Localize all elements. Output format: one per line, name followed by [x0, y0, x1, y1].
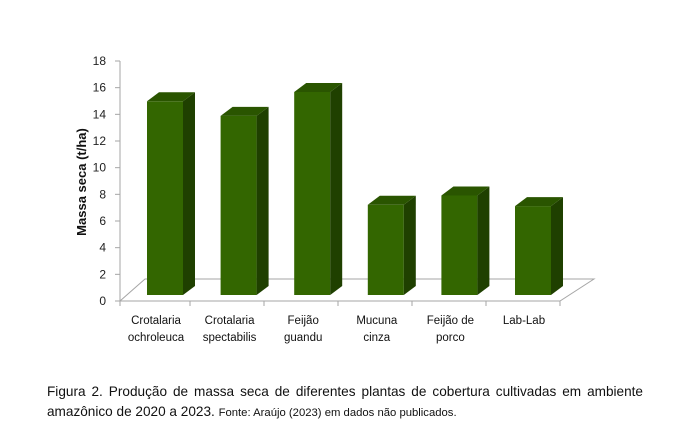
x-category-label-line: Feijão de [427, 315, 474, 327]
x-category-label-line: ochroleuca [128, 332, 185, 344]
y-axis-label: Massa seca (t/ha) [74, 128, 89, 236]
bar-top [294, 83, 343, 92]
x-category-label: Crotalaria ochroleuca [128, 315, 185, 344]
category-labels: Crotalaria ochroleuca Crotalaria spectabili… [128, 315, 545, 344]
bar-6 [515, 197, 563, 295]
y-tick-label: 12 [93, 134, 107, 148]
bar-side [183, 92, 195, 295]
y-tick-label: 10 [93, 161, 107, 175]
bar-side [330, 83, 343, 295]
x-category-label: Crotalaria spectabilis [203, 315, 257, 344]
bar-top [220, 106, 269, 116]
x-category-label: Feijão de porco [427, 315, 474, 344]
y-tick-label: 16 [93, 81, 107, 95]
y-tick-label: 18 [93, 54, 107, 68]
y-tick-label: 0 [99, 294, 106, 308]
bar-3 [294, 83, 343, 295]
x-category-label-line: cinza [363, 332, 390, 344]
bar-5 [441, 186, 490, 295]
bar-top [441, 186, 490, 196]
bar-top [147, 92, 195, 102]
x-category-label-line: Crotalaria [131, 315, 181, 327]
y-axis: 0 2 4 6 8 10 12 14 16 18 [93, 54, 121, 308]
x-category-label-line: Feijão [288, 315, 319, 327]
bar-front [294, 92, 331, 295]
x-category-label-line: Mucuna [356, 315, 398, 327]
bar-front [367, 204, 404, 295]
bar-side [551, 197, 563, 295]
bar-2 [220, 106, 269, 295]
figure-caption: Figura 2. Produção de massa seca de dife… [47, 382, 643, 423]
x-category-label: Feijão guandu [284, 315, 322, 344]
bars [147, 83, 563, 295]
x-category-label-line: spectabilis [203, 332, 257, 344]
caption-text: Figura 2. Produção de massa seca de dife… [47, 384, 643, 419]
y-tick-label: 8 [99, 187, 106, 201]
y-tick-label: 14 [93, 107, 107, 121]
chart-floor [118, 278, 596, 306]
y-tick-label: 6 [99, 214, 106, 228]
bar-side [477, 186, 490, 295]
bar-front [220, 115, 257, 295]
x-category-label-line: porco [436, 332, 465, 344]
x-category-label-line: Lab-Lab [503, 315, 545, 327]
bar-front [515, 206, 551, 295]
y-tick-label: 2 [99, 267, 106, 281]
bar-1 [147, 92, 195, 295]
bar-front [441, 195, 478, 295]
x-category-label: Mucuna cinza [356, 315, 398, 344]
bar-4 [367, 195, 416, 295]
caption-source: Fonte: Araújo (2023) em dados não public… [218, 407, 457, 419]
x-category-label-line: Crotalaria [205, 315, 255, 327]
x-category-label: Lab-Lab [503, 315, 545, 327]
bar-top [367, 195, 416, 205]
x-category-label-line: guandu [284, 332, 322, 344]
bar-side [256, 106, 269, 295]
bar-front [147, 101, 183, 295]
bar-top [515, 197, 563, 207]
bar-side [403, 195, 416, 295]
y-tick-label: 4 [99, 241, 106, 255]
